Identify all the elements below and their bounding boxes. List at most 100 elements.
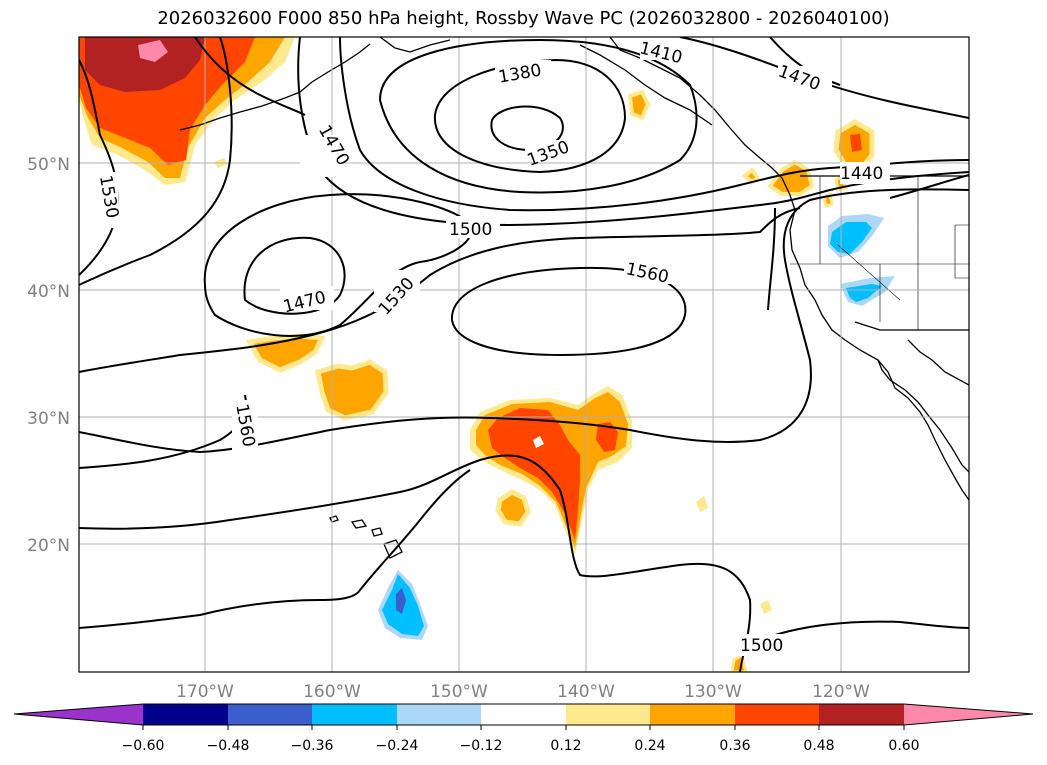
shading-red-central (488, 408, 580, 540)
shading-darkred-nw (85, 37, 205, 92)
shading-yellow-dot-3 (760, 600, 772, 614)
colorbar-bin-2 (228, 704, 312, 725)
latitude-labels: 50°N 40°N 30°N 20°N (27, 155, 70, 556)
colorbar-bin-1 (143, 704, 228, 725)
contour-label-bg-1380 (495, 60, 551, 82)
map-title: 2026032600 F000 850 hPa height, Rossby W… (157, 8, 890, 29)
colorbar-tick-label: −0.48 (207, 738, 250, 754)
contour-label-bg-1410 (640, 40, 684, 60)
colorbar-tick-label: −0.12 (460, 738, 503, 754)
contour-label-bg-1560 (624, 260, 678, 284)
shading-pink-nw (138, 40, 168, 62)
colorbar-tick-label: −0.36 (291, 738, 334, 754)
contour-label-1440: 1440 (840, 164, 883, 184)
contour-1530-main (79, 174, 969, 373)
coastline-north-america (609, 37, 969, 501)
shading-orange-ne-3 (767, 159, 815, 196)
colorbar-bin-4 (397, 704, 481, 725)
colorbar-bin-8 (735, 704, 819, 725)
colorbar-tick-label: −0.60 (122, 738, 165, 754)
colorbar-bin-6 (566, 704, 650, 725)
contour-label-bg-1530-w (92, 172, 118, 228)
colorbar-tick-label: 0.48 (803, 738, 834, 754)
shading-yellow-dot-2 (696, 496, 708, 512)
colorbar-tick-labels: −0.60 −0.48 −0.36 −0.24 −0.12 0.12 0.24 … (122, 738, 920, 754)
lon-label-170w: 170°W (176, 682, 234, 702)
colorbar-tick-label: 0.24 (634, 738, 665, 754)
rossby-wave-shading (79, 37, 895, 672)
contour-1560-west (79, 394, 247, 469)
contour-label-bg-1500-se (738, 634, 794, 656)
shading-blue-west-coast-2 (846, 284, 882, 302)
gridlines (79, 37, 969, 672)
colorbar-extend-high (904, 704, 1033, 725)
contour-1560-center (450, 266, 687, 357)
contour-label-bg-1440 (840, 162, 890, 184)
colorbar-tick-marks (142, 725, 905, 730)
contour-label-bg-1500 (446, 216, 500, 238)
coastline-baja (877, 359, 969, 473)
shading-orange-ne-1 (627, 89, 651, 121)
lat-label-20n: 20°N (27, 536, 70, 556)
coastline-aleutians (179, 43, 371, 131)
shading-orange-patch-2 (315, 359, 389, 421)
contour-1500-south (79, 469, 471, 629)
coastline-hawaii-4 (383, 539, 403, 559)
shading-red-central-2 (596, 422, 618, 452)
colorbar-tick-label: −0.24 (376, 738, 419, 754)
coastline-alaska (379, 37, 713, 126)
lon-label-140w: 140°W (557, 682, 615, 702)
contour-1470-south-loop (243, 236, 346, 315)
contour-label-bg-1350 (525, 140, 577, 162)
contour-label-1500: 1500 (449, 220, 492, 240)
shading-red-ne (850, 134, 862, 152)
lon-label-130w: 130°W (684, 682, 742, 702)
colorbar-bin-7 (650, 704, 735, 725)
colorbar-tick-label: 0.60 (888, 738, 919, 754)
contour-1530-east (767, 207, 776, 311)
colorbar: −0.60 −0.48 −0.36 −0.24 −0.12 0.12 0.24 … (13, 703, 1034, 754)
coastlines (179, 37, 969, 559)
contour-1410 (378, 38, 698, 194)
border-us-mexico (854, 321, 969, 331)
coastline-hawaii-3 (371, 527, 383, 537)
colorbar-extend-low (14, 704, 143, 725)
lon-label-160w: 160°W (303, 682, 361, 702)
shading-orange-patch-3 (495, 489, 531, 527)
contour-1530-south (79, 454, 752, 672)
colorbar-tick-label: 0.36 (719, 738, 750, 754)
longitude-labels: 170°W 160°W 150°W 140°W 130°W 120°W (176, 682, 870, 702)
shading-orange-dot (730, 652, 748, 672)
contour-label-1500-se: 1500 (740, 636, 783, 656)
contour-1560-e (79, 37, 233, 286)
lon-label-150w: 150°W (430, 682, 488, 702)
shading-orange-ne-4 (741, 167, 761, 185)
contour-label-bg-1470-nw (300, 135, 340, 177)
coastline-gulf (907, 339, 969, 386)
contour-1470-upper-left (194, 37, 306, 116)
border-states (790, 176, 969, 330)
contour-1470-ne (679, 37, 969, 119)
map-frame (78, 36, 970, 673)
contour-label-bg-1470-ne (778, 66, 832, 90)
coastline-hawaii-1 (329, 515, 339, 523)
coastline-hawaii-2 (350, 519, 368, 529)
contour-label-bg-1530-mid (374, 270, 420, 312)
shading-darkblue-south (396, 588, 406, 614)
lat-label-40n: 40°N (27, 282, 70, 302)
contour-1350 (490, 105, 564, 152)
colorbar-tick-label: 0.12 (550, 738, 581, 754)
lon-label-120w: 120°W (812, 682, 870, 702)
contour-label-bg-1470-s (280, 286, 334, 310)
colorbar-bin-5 (481, 704, 566, 725)
colorbar-bin-9 (819, 704, 904, 725)
contour-1500-se (759, 620, 969, 641)
contour-1500-loop (203, 193, 473, 337)
shading-white-hole (533, 436, 544, 448)
contour-label-bg-1560-s (232, 400, 258, 452)
contour-labels: 1380 1350 1470 1470 1530 1500 1560 1470 … (92, 38, 890, 656)
lat-label-30n: 30°N (27, 409, 70, 429)
lat-label-50n: 50°N (27, 155, 70, 175)
colorbar-bin-3 (312, 704, 397, 725)
